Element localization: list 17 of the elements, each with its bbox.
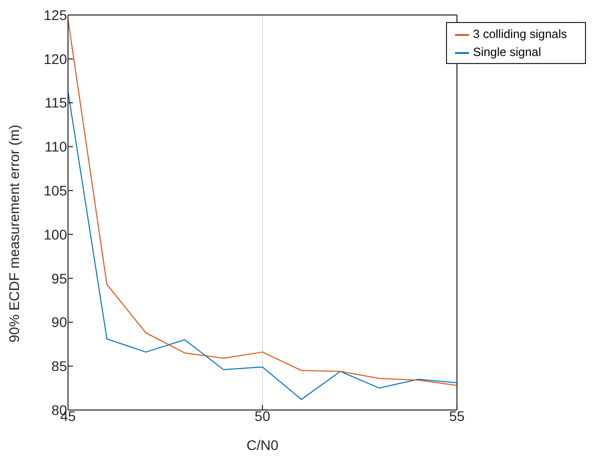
x-tick-label: 50 <box>254 408 270 424</box>
line-series <box>68 18 457 386</box>
y-tick-label: 115 <box>44 94 68 111</box>
legend-label: Single signal <box>472 45 541 59</box>
legend-label: 3 colliding signals <box>472 27 567 41</box>
y-tick-label: 85 <box>51 358 68 374</box>
line-series <box>68 90 457 400</box>
x-tick-label: 55 <box>449 408 465 424</box>
y-tick-label: 125 <box>44 6 68 23</box>
y-tick-label: 95 <box>51 270 68 286</box>
y-tick-label: 110 <box>44 138 68 155</box>
y-tick-label: 120 <box>44 50 68 67</box>
y-axis-title: 90% ECDF measurement error (m) <box>6 124 22 342</box>
x-axis-title: C/N0 <box>246 437 279 453</box>
y-tick-label: 100 <box>44 226 68 242</box>
y-tick-label: 105 <box>44 182 68 199</box>
y-tick-label: 90 <box>51 314 68 330</box>
